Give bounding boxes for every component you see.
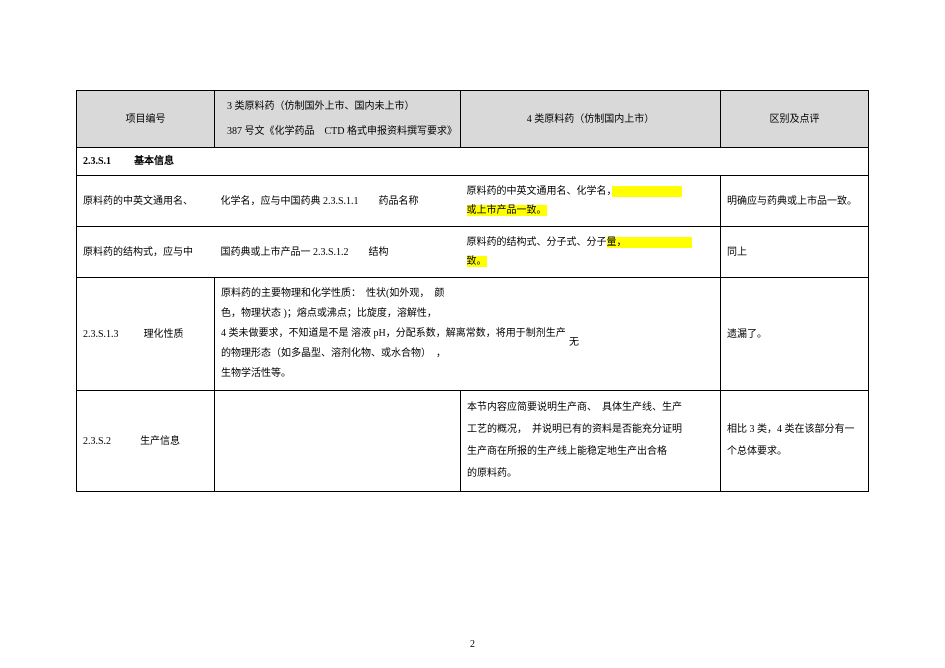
cell: 原料药的中英文通用名、化学名， 或上市产品一致。: [461, 176, 721, 227]
cell-text: 色，物理状态 )；熔点或沸点；比旋度，溶解性，: [221, 304, 714, 324]
cell-text: 原料药的中英文通用名、: [83, 196, 193, 207]
cell: 遗漏了。: [721, 278, 869, 391]
cell-text: 的物理形态（如多晶型、溶剂化物、或水合物） ，: [221, 344, 714, 364]
header-diff: 区别及点评: [721, 91, 869, 148]
header-text: 3 类原料药（仿制国外上市、国内未上市）: [227, 97, 454, 116]
section-code: 2.3.S.1.3: [83, 329, 119, 340]
cell-text: 明确应与药典或上市品一致。: [727, 196, 857, 207]
cell: 化学名，应与中国药典 2.3.S.1.1 药品名称: [215, 176, 461, 227]
section-code: 2.3.S.2: [83, 436, 111, 447]
table-row: 2.3.S.1 基本信息: [77, 148, 869, 176]
cell-text: 个总体要求。: [727, 441, 862, 463]
cell: 相比 3 类，4 类在该部分有一 个总体要求。: [721, 391, 869, 492]
document-page: 项目编号 3 类原料药（仿制国外上市、国内未上市） 387 号文《化学药品 CT…: [0, 0, 945, 668]
cell: 2.3.S.2 生产信息: [77, 391, 215, 492]
cell-text: 工艺的概况， 并说明已有的资料是否能充分证明: [467, 419, 714, 441]
highlight: 或上市产品一致。: [467, 205, 547, 216]
cell: 明确应与药典或上市品一致。: [721, 176, 869, 227]
cell-text: 生物学活性等。: [221, 364, 714, 384]
section-title: 理化性质: [144, 329, 184, 340]
cell: 2.3.S.1.3 理化性质: [77, 278, 215, 391]
cell-text: 国药典或上市产品一 2.3.S.1.2 结构: [221, 247, 389, 258]
cell-text: 原料药的中英文通用名、化学名，: [467, 186, 612, 197]
cell-text: 原料药的结构式，应与中: [83, 247, 193, 258]
table-row: 原料药的中英文通用名、 化学名，应与中国药典 2.3.S.1.1 药品名称 原料…: [77, 176, 869, 227]
header-text: 387 号文《化学药品 CTD 格式申报资料撰写要求》: [227, 122, 454, 141]
section-title: 基本信息: [134, 156, 174, 167]
comparison-table: 项目编号 3 类原料药（仿制国外上市、国内未上市） 387 号文《化学药品 CT…: [76, 90, 869, 492]
cell-text: 生产商在所报的生产线上能稳定地生产出合格: [467, 441, 714, 463]
page-number: 2: [0, 639, 945, 650]
cell: 本节内容应简要说明生产商、 具体生产线、生产 工艺的概况， 并说明已有的资料是否…: [461, 391, 721, 492]
header-project-no: 项目编号: [77, 91, 215, 148]
table-row: 2.3.S.1.3 理化性质 原料药的主要物理和化学性质： 性状(如外观， 颜 …: [77, 278, 869, 391]
cell: 原料药的中英文通用名、: [77, 176, 215, 227]
cell: 原料药的结构式、分子式、分子量， 致。: [461, 227, 721, 278]
highlight: 量，: [607, 237, 692, 248]
table-row: 2.3.S.2 生产信息 本节内容应简要说明生产商、 具体生产线、生产 工艺的概…: [77, 391, 869, 492]
page-number-text: 2: [470, 639, 475, 650]
section-code: 2.3.S.1: [83, 156, 111, 167]
section-title: 生产信息: [140, 436, 180, 447]
header-class3: 3 类原料药（仿制国外上市、国内未上市） 387 号文《化学药品 CTD 格式申…: [215, 91, 461, 148]
cell: [215, 391, 461, 492]
cell-text: 离常数，将用于制剂生产: [456, 328, 566, 339]
header-text: 区别及点评: [770, 114, 820, 125]
highlight: [612, 186, 682, 197]
header-class4: 4 类原料药（仿制国内上市）: [461, 91, 721, 148]
cell-text: 遗漏了。: [727, 329, 767, 340]
cell: 原料药的结构式，应与中: [77, 227, 215, 278]
cell-text: 无: [569, 333, 579, 353]
table-row: 原料药的结构式，应与中 国药典或上市产品一 2.3.S.1.2 结构 原料药的结…: [77, 227, 869, 278]
cell-text: 4 类未做要求，不知道是不是 溶液 pH，分配系数，解: [221, 328, 456, 339]
cell-text: 相比 3 类，4 类在该部分有一: [727, 419, 862, 441]
cell: 原料药的主要物理和化学性质： 性状(如外观， 颜 色，物理状态 )；熔点或沸点；…: [215, 278, 721, 391]
cell: 同上: [721, 227, 869, 278]
cell-text: 原料药的结构式、分子式、分子: [467, 237, 607, 248]
cell: 国药典或上市产品一 2.3.S.1.2 结构: [215, 227, 461, 278]
cell-text: 化学名，应与中国药典 2.3.S.1.1 药品名称: [221, 196, 419, 207]
table-header-row: 项目编号 3 类原料药（仿制国外上市、国内未上市） 387 号文《化学药品 CT…: [77, 91, 869, 148]
header-text: 项目编号: [126, 114, 166, 125]
cell-text: 原料药的主要物理和化学性质： 性状(如外观， 颜: [221, 284, 714, 304]
header-text: 4 类原料药（仿制国内上市）: [527, 114, 655, 125]
section-cell: 2.3.S.1 基本信息: [77, 148, 869, 176]
cell-text: 本节内容应简要说明生产商、 具体生产线、生产: [467, 397, 714, 419]
cell-text: 同上: [727, 247, 747, 258]
highlight: 致。: [467, 256, 487, 267]
cell-text: 的原料药。: [467, 463, 714, 485]
